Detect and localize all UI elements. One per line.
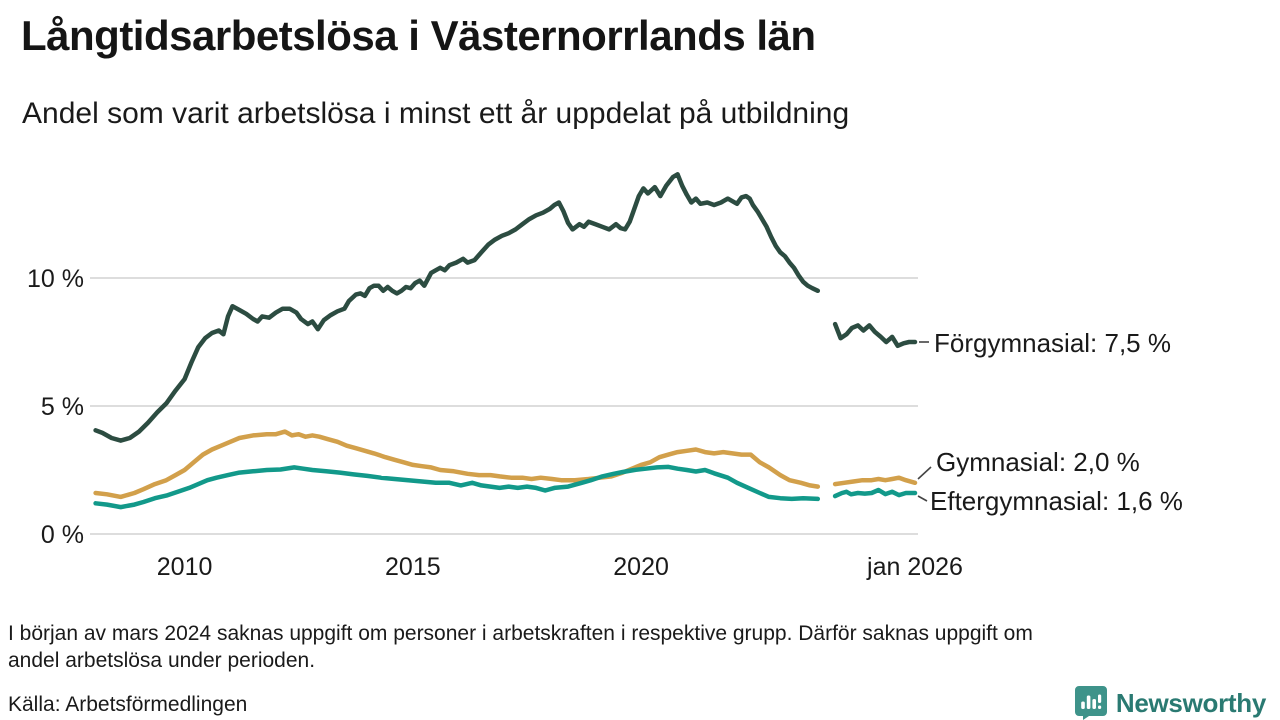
series-line-eftergymnasial <box>832 487 918 499</box>
newsworthy-logo-text: Newsworthy <box>1115 687 1266 718</box>
x-tick-label: jan 2026 <box>866 553 963 581</box>
y-tick-label: 5 % <box>41 393 84 421</box>
x-tick-label: 2020 <box>613 553 669 581</box>
series-line-eftergymnasial <box>93 464 821 510</box>
series-line-gymnasial <box>832 475 918 487</box>
x-tick-label: 2010 <box>157 553 213 581</box>
chart-title: Långtidsarbetslösa i Västernorrlands län <box>21 12 816 59</box>
series-line-förgymnasial <box>93 172 821 443</box>
series-end-label-förgymnasial: Förgymnasial: 7,5 % <box>934 328 1171 358</box>
x-tick-label: 2015 <box>385 553 441 581</box>
y-tick-label: 10 % <box>27 265 84 293</box>
series-end-label-gymnasial: Gymnasial: 2,0 % <box>936 447 1140 477</box>
series-label-connector <box>917 495 928 502</box>
series-line-förgymnasial <box>832 321 918 349</box>
footnote: I början av mars 2024 saknas uppgift om … <box>8 622 1033 672</box>
series-label-connector <box>917 466 932 480</box>
line-chart: 0 % 5 % 10 % 2010 2015 2020 jan 2026 Förgymnasi… <box>27 172 1183 581</box>
branding: Newsworthy <box>1074 686 1266 720</box>
series-line-gymnasial <box>93 429 821 500</box>
series-end-label-eftergymnasial: Eftergymnasial: 1,6 % <box>930 486 1183 516</box>
y-tick-label: 0 % <box>41 521 84 549</box>
source-label: Källa: Arbetsförmedlingen <box>8 693 248 716</box>
chart-subtitle: Andel som varit arbetslösa i minst ett å… <box>22 97 850 130</box>
newsworthy-logo-icon <box>1074 686 1107 720</box>
